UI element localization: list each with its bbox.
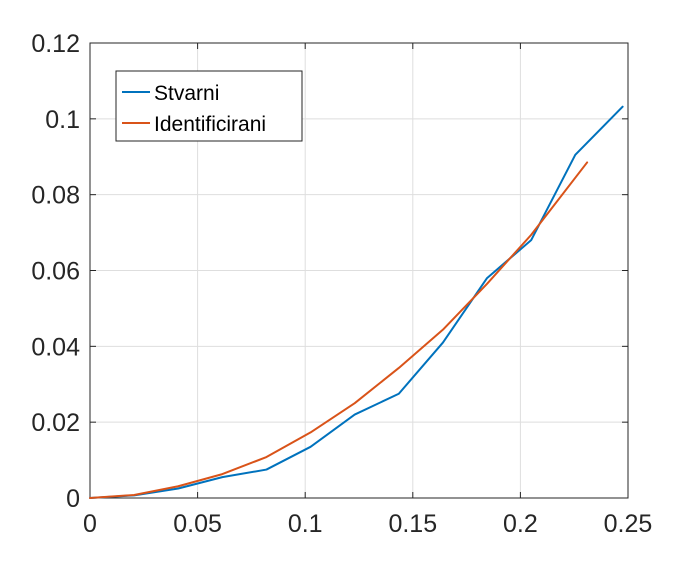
x-tick-label: 0.05: [173, 510, 222, 538]
y-tick-label: 0.1: [45, 106, 80, 134]
series-lines: [89, 105, 624, 499]
x-tick-label: 0.1: [288, 510, 323, 538]
x-tick-label: 0.2: [503, 510, 538, 538]
series-line-identificirani: [89, 161, 589, 499]
x-tick-label: 0.15: [388, 510, 437, 538]
y-tick-label: 0: [66, 485, 80, 513]
y-tick-label: 0.06: [31, 258, 80, 286]
x-tick-label: 0.25: [604, 510, 653, 538]
legend-box: [115, 70, 303, 142]
legend-label-stvarni: Stvarni: [154, 82, 219, 105]
y-tick-label: 0.04: [31, 333, 80, 361]
y-tick-label: 0.02: [31, 409, 80, 437]
grid-lines: [90, 43, 628, 498]
axis-ticks: 0 0.05 0.1 0.15 0.2 0.25 0 0.02 0.04 0.06 0.08 0.1 0…: [31, 30, 652, 538]
legend: Stvarni Identificirani: [115, 70, 303, 142]
y-tick-label: 0.08: [31, 182, 80, 210]
x-tick-label: 0: [83, 510, 97, 538]
legend-label-identificirani: Identificirani: [154, 113, 266, 136]
series-line-stvarni: [89, 105, 624, 499]
y-tick-label: 0.12: [31, 30, 80, 58]
